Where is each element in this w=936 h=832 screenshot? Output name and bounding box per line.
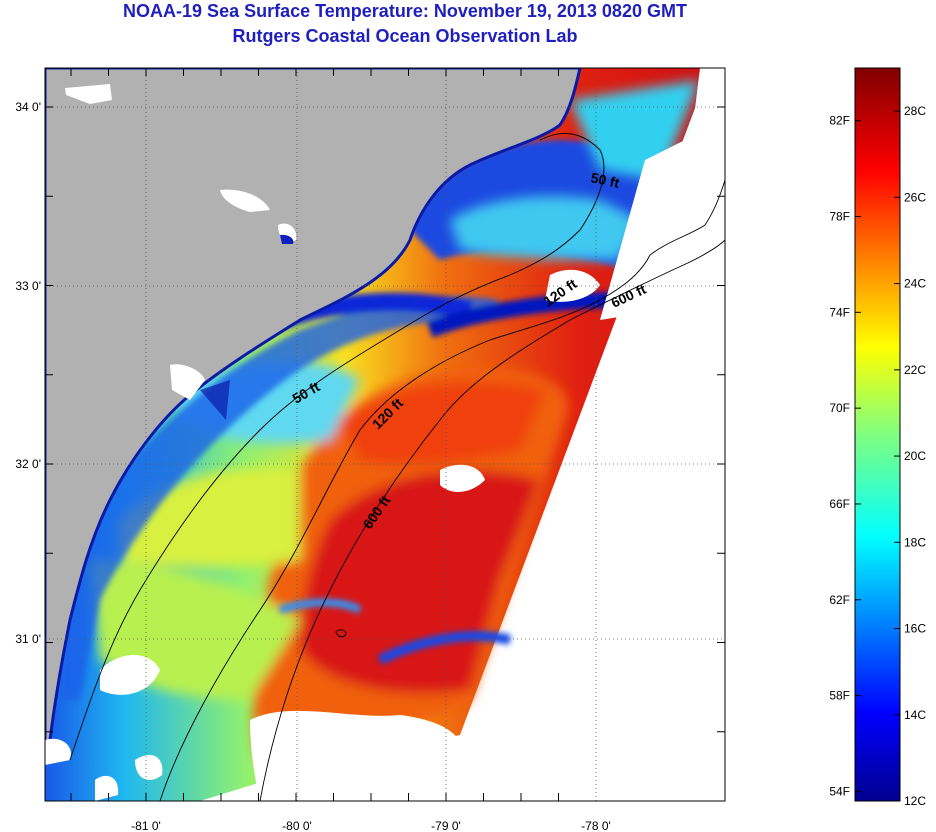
longitude-label: -81 0': [131, 819, 161, 832]
latitude-label: 34 0': [15, 100, 41, 114]
fahrenheit-label: 54F: [829, 784, 850, 798]
fahrenheit-label: 62F: [829, 593, 850, 607]
land-mass: [45, 68, 582, 765]
axis-ticks: [45, 68, 725, 801]
map-frame: [44, 67, 726, 802]
sst-swath: [45, 68, 710, 801]
celsius-label: 20C: [904, 449, 926, 463]
isobath-50ft: [69, 133, 605, 761]
map-subtitle: Rutgers Coastal Ocean Observation Lab: [232, 26, 578, 46]
celsius-label: 14C: [904, 708, 926, 722]
celsius-label: 26C: [904, 190, 926, 204]
temperature-colorbar: 82F 78F 74F 70F 66F 62F 58F 54F 28C 26C 24C 22C 20C…: [829, 67, 926, 808]
longitude-label: -78 0': [581, 819, 611, 832]
isobath-contours: [69, 133, 725, 801]
fahrenheit-label: 82F: [829, 114, 850, 128]
latitude-label: 33 0': [15, 279, 41, 293]
celsius-label: 18C: [904, 535, 926, 549]
colorbar-gradient: [854, 67, 901, 802]
fahrenheit-label: 78F: [829, 210, 850, 224]
celsius-scale: 28C 26C 24C 22C 20C 18C 16C 14C 12C: [904, 104, 926, 808]
map-plot-area: 50 ft 120 ft 600 ft 50 ft 120 ft 600 ft: [45, 68, 725, 801]
latitude-label: 32 0': [15, 457, 41, 471]
isobath-label-50ft-north: 50 ft: [589, 169, 621, 191]
isobath-600ft: [259, 239, 725, 801]
latitude-labels: 34 0' 33 0' 32 0' 31 0': [15, 100, 41, 646]
celsius-label: 28C: [904, 104, 926, 118]
cloud-mask: [95, 68, 725, 801]
fahrenheit-scale: 82F 78F 74F 70F 66F 62F 58F 54F: [829, 114, 850, 799]
celsius-label: 24C: [904, 277, 926, 291]
fahrenheit-label: 74F: [829, 305, 850, 319]
celsius-label: 16C: [904, 622, 926, 636]
celsius-label: 12C: [904, 794, 926, 808]
map-title: NOAA-19 Sea Surface Temperature: Novembe…: [123, 1, 687, 21]
fahrenheit-label: 70F: [829, 401, 850, 415]
fahrenheit-label: 66F: [829, 497, 850, 511]
longitude-labels: -81 0' -80 0' -79 0' -78 0': [131, 819, 611, 832]
celsius-label: 22C: [904, 363, 926, 377]
graticule: [45, 68, 725, 801]
latitude-label: 31 0': [15, 632, 41, 646]
longitude-label: -80 0': [282, 819, 312, 832]
fahrenheit-label: 58F: [829, 689, 850, 703]
longitude-label: -79 0': [431, 819, 461, 832]
isobath-120ft: [159, 254, 651, 801]
